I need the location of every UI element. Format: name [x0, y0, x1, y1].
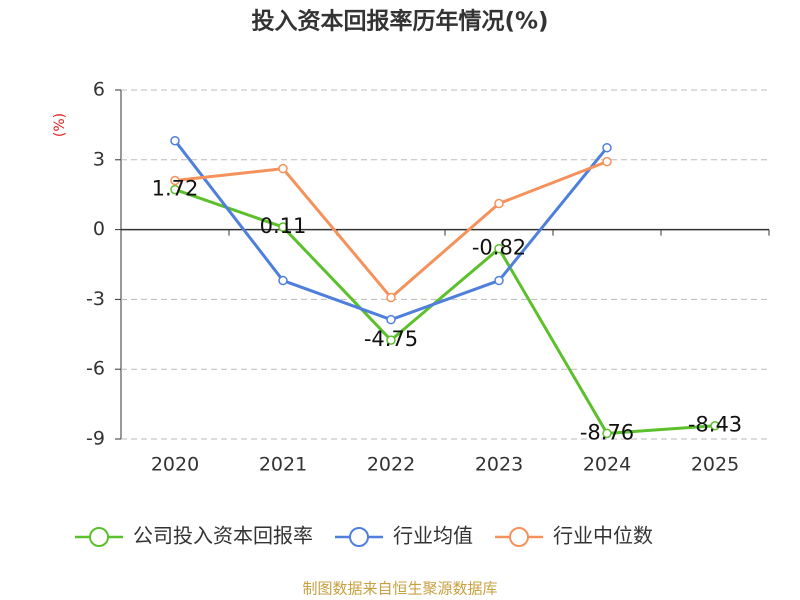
data-point	[278, 163, 288, 174]
data-label: -4.75	[364, 327, 418, 351]
data-point	[386, 335, 396, 345]
series-line	[174, 188, 716, 435]
data-point	[494, 243, 504, 254]
y-tick-label: -9	[86, 428, 105, 450]
legend-marker	[349, 527, 369, 547]
legend-label: 行业均值	[393, 524, 473, 548]
data-point	[170, 184, 180, 195]
data-point	[170, 175, 180, 186]
data-point	[170, 135, 180, 146]
data-label: 0.11	[260, 214, 307, 238]
data-point	[602, 428, 612, 439]
data-point	[494, 275, 504, 286]
y-tick-label: 3	[93, 148, 105, 170]
source-note: 制图数据来自恒生聚源数据库	[302, 580, 497, 598]
data-label: -8.43	[688, 413, 742, 437]
data-point	[278, 222, 288, 232]
legend-marker	[89, 527, 109, 547]
legend-label: 公司投入资本回报率	[133, 524, 313, 548]
x-tick-label: 2023	[475, 454, 523, 476]
data-point	[494, 198, 504, 209]
legend-label: 行业中位数	[553, 524, 653, 548]
y-axis-label: (%)	[52, 113, 68, 137]
data-label: -8.76	[580, 420, 634, 444]
data-point	[386, 314, 396, 325]
x-tick-label: 2024	[583, 454, 631, 476]
data-point	[602, 156, 612, 167]
y-tick-label: 0	[93, 218, 105, 240]
data-point	[602, 142, 612, 153]
data-label: 1.72	[152, 177, 199, 201]
x-tick-label: 2022	[367, 454, 415, 476]
x-tick-label: 2021	[259, 454, 307, 476]
data-point	[386, 292, 396, 303]
y-tick-label: 6	[93, 79, 105, 101]
data-point	[710, 420, 720, 431]
x-tick-label: 2025	[691, 454, 739, 476]
y-tick-label: -3	[86, 288, 105, 310]
y-tick-label: -6	[86, 358, 105, 380]
x-tick-label: 2020	[151, 454, 199, 476]
data-label: -0.82	[472, 236, 526, 260]
data-point	[278, 275, 288, 286]
chart-title: 投入资本回报率历年情况(%)	[251, 8, 548, 35]
legend-marker	[509, 527, 529, 547]
